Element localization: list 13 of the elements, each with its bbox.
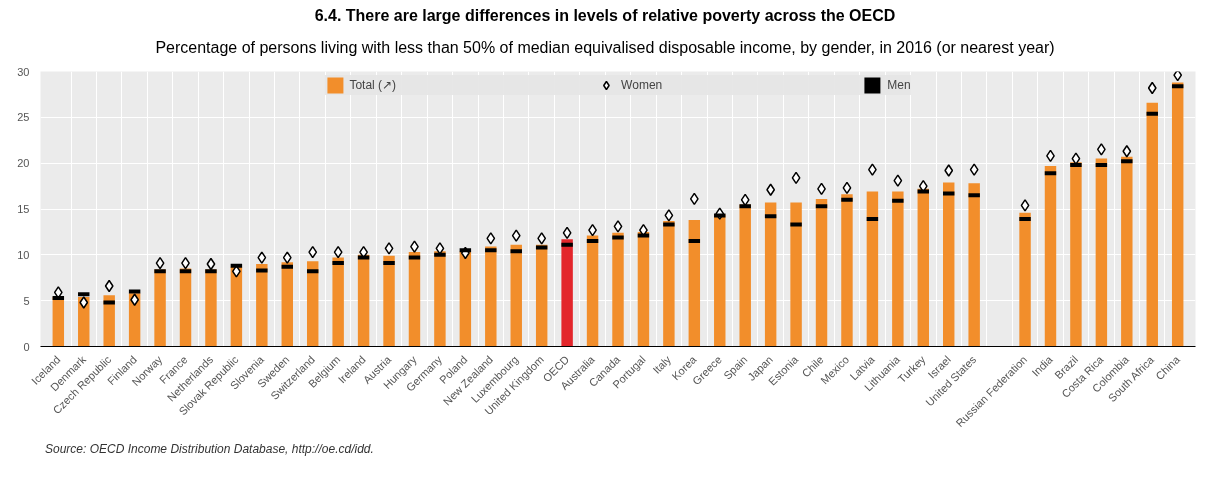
legend-label: Total (↗): [349, 78, 397, 92]
source-note: Source: OECD Income Distribution Database, http://oe.cd/idd.: [45, 441, 374, 458]
y-tick-label: 0: [23, 340, 30, 353]
legend-label: Men: [887, 78, 911, 92]
y-tick-label: 15: [17, 203, 30, 215]
y-tick-label: 25: [17, 111, 30, 124]
y-tick-label: 30: [17, 65, 30, 78]
y-tick-label: 10: [17, 248, 30, 261]
y-tick-label: 5: [23, 294, 30, 307]
chart-subtitle: Percentage of persons living with less than 50% of median equivalised disposable income, by gender, in 2016 (or nearest year): [155, 38, 1055, 58]
y-tick-label: 20: [17, 157, 30, 170]
chart-title: 6.4. There are large differences in levels of relative poverty across the OECD: [314, 6, 896, 26]
legend-label: Women: [621, 78, 663, 92]
